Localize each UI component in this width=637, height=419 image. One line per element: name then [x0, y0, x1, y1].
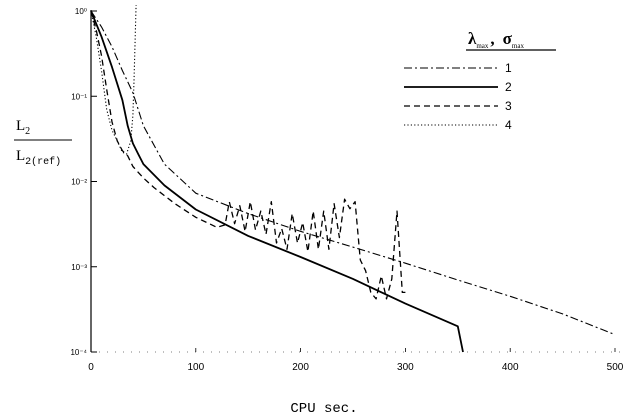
- x-tick-label: 300: [397, 362, 414, 373]
- series-1-line: [90, 10, 616, 336]
- legend-title-separator: ,: [490, 29, 494, 48]
- plot-area: 10⁰ 10⁻¹ 10⁻² 10⁻³ 10⁻⁴ 0 100 200 300 400 500: [70, 5, 624, 373]
- y-label-denominator-subscript: 2(ref): [25, 156, 61, 168]
- y-tick-label: 10⁻⁴: [70, 348, 87, 357]
- y-tick-label: 10⁰: [75, 7, 87, 16]
- series-2-line: [90, 10, 464, 353]
- y-label-denominator: L: [16, 148, 25, 164]
- legend-items: 1 2 3 4: [404, 61, 512, 132]
- x-tick-label: 0: [88, 362, 94, 373]
- x-tick-group: 0 100 200 300 400 500: [88, 348, 624, 373]
- x-tick-label: 100: [187, 362, 204, 373]
- legend-title-lambda-subscript: max: [476, 42, 489, 50]
- x-axis-label: CPU sec.: [290, 401, 357, 417]
- y-tick-label: 10⁻³: [71, 263, 87, 272]
- series-4-line: [90, 5, 137, 155]
- x-tick-label: 200: [292, 362, 309, 373]
- x-tick-label: 500: [607, 362, 624, 373]
- svg-text:L2: L2: [16, 118, 30, 137]
- legend-title: λmax, σmax: [468, 29, 524, 50]
- svg-text:L2(ref): L2(ref): [16, 148, 61, 168]
- x-tick-label: 400: [502, 362, 519, 373]
- legend-label-2: 2: [505, 80, 512, 94]
- series-layer: [90, 5, 616, 353]
- y-label-numerator: L: [16, 118, 25, 134]
- legend-label-1: 1: [505, 61, 512, 75]
- legend-title-sigma-subscript: max: [512, 42, 525, 50]
- series-3-line: [90, 10, 406, 300]
- legend-title-lambda: λ: [468, 29, 477, 48]
- y-label-numerator-subscript: 2: [25, 126, 30, 137]
- y-tick-label: 10⁻²: [71, 178, 87, 187]
- y-tick-label: 10⁻¹: [71, 92, 87, 101]
- legend-title-sigma: σ: [503, 29, 513, 48]
- legend-label-3: 3: [505, 99, 512, 113]
- legend-label-4: 4: [505, 118, 512, 132]
- y-axis-label: L2 L2(ref): [14, 118, 72, 168]
- y-tick-group: 10⁰ 10⁻¹ 10⁻² 10⁻³ 10⁻⁴: [70, 7, 97, 357]
